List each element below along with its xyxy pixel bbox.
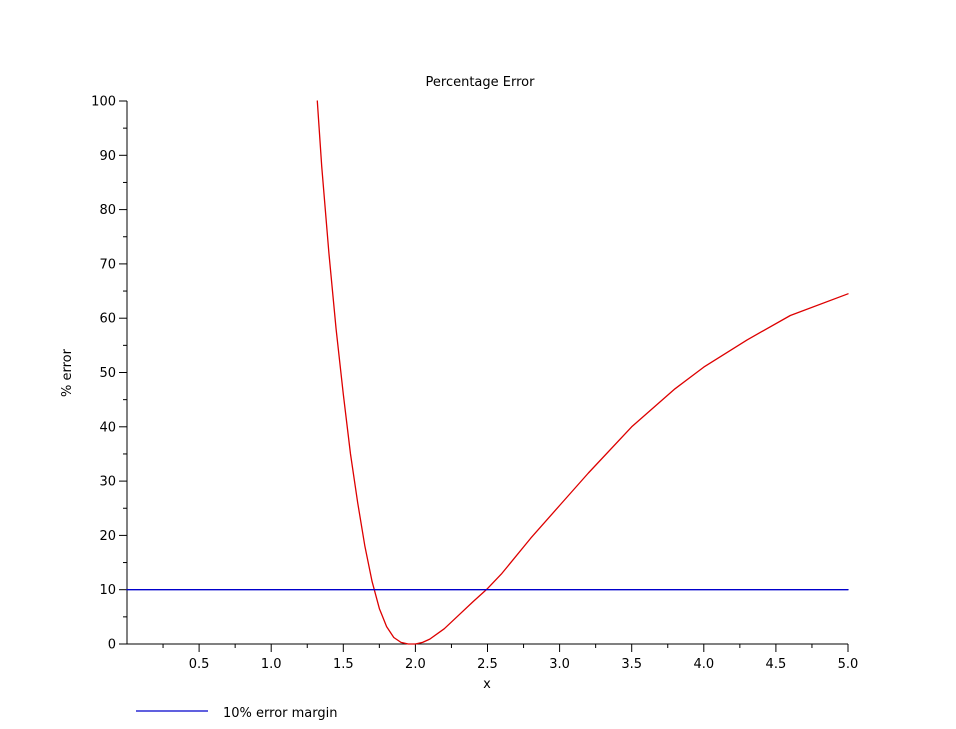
x-tick-label: 1.0 [261,657,282,672]
chart-title: Percentage Error [426,75,536,90]
x-tick-label: 2.5 [477,657,498,672]
y-tick-label: 50 [99,366,116,381]
y-tick-label: 60 [99,312,116,327]
y-tick-label: 40 [99,420,116,435]
legend: 10% error margin [136,706,337,721]
x-axis-label: x [483,677,491,692]
x-axis: 0.5 1.0 1.5 2.0 2.5 3.0 3.5 4.0 4.5 5.0 [127,643,859,672]
percentage-error-curve [316,100,849,645]
x-tick-label: 0.5 [189,657,210,672]
x-tick-label: 5.0 [838,657,859,672]
y-tick-label: 10 [99,583,116,598]
x-tick-label: 1.5 [333,657,354,672]
y-axis-label: % error [60,348,75,397]
x-tick-label: 3.5 [621,657,642,672]
y-tick-label: 20 [99,529,116,544]
series-layer [126,100,849,645]
y-tick-label: 100 [91,95,116,110]
x-tick-label: 4.0 [693,657,714,672]
y-tick-label: 30 [99,475,116,490]
y-tick-label: 70 [99,257,116,272]
legend-label-10pct-margin: 10% error margin [223,706,337,721]
y-tick-label: 0 [108,638,116,653]
y-tick-label: 90 [99,149,116,164]
x-tick-label: 4.5 [766,657,787,672]
y-axis: 0 10 20 30 40 50 60 70 80 90 100 [91,95,128,653]
x-tick-label: 3.0 [549,657,570,672]
y-tick-label: 80 [99,203,116,218]
x-tick-label: 2.0 [405,657,426,672]
